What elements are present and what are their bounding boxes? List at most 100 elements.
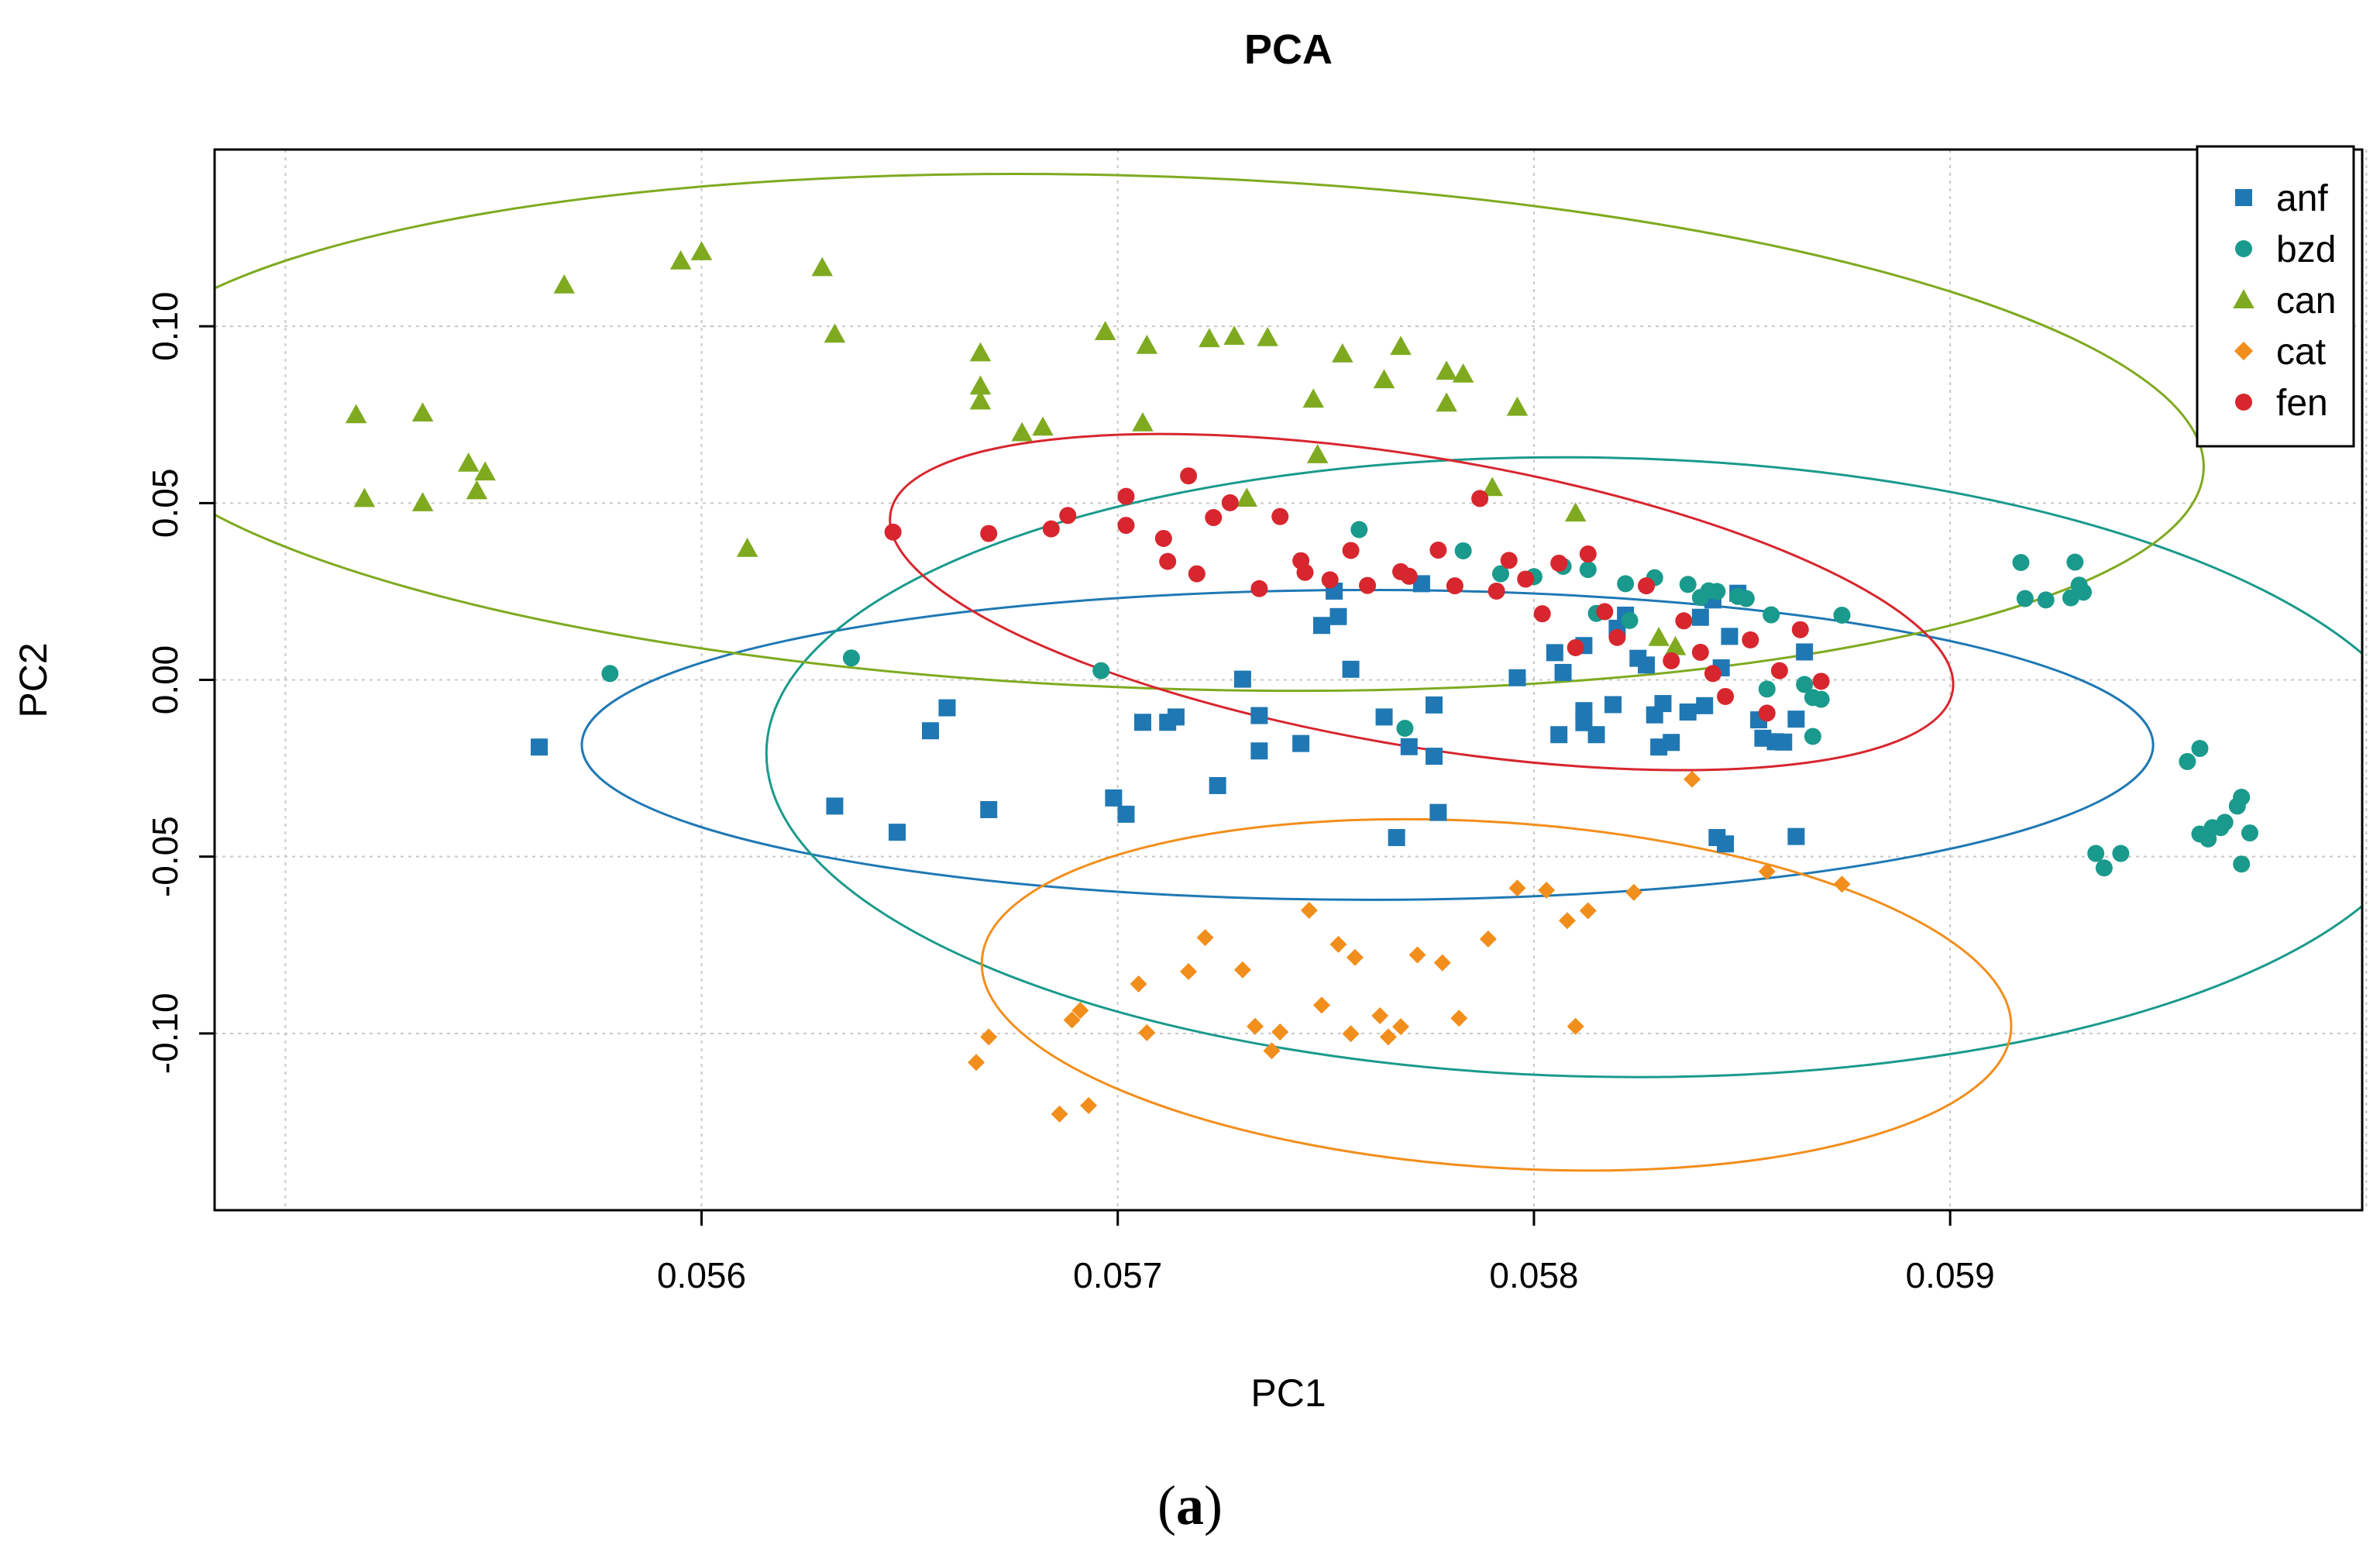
point-cat xyxy=(1558,912,1576,930)
point-fen xyxy=(1550,554,1568,572)
point-cat xyxy=(1433,954,1451,972)
point-fen xyxy=(1296,563,1314,581)
point-can xyxy=(1436,392,1457,412)
point-can xyxy=(824,323,846,343)
point-fen xyxy=(1596,603,1614,621)
point-can xyxy=(1373,369,1395,389)
point-anf xyxy=(1388,829,1405,847)
point-cat xyxy=(1196,929,1214,947)
ellipse-can xyxy=(215,173,2205,693)
point-cat xyxy=(1579,902,1597,920)
point-can xyxy=(1481,476,1503,497)
point-bzd xyxy=(1708,583,1726,600)
point-anf xyxy=(1133,714,1151,731)
point-anf xyxy=(1679,703,1697,721)
point-anf xyxy=(1412,575,1430,593)
caption-label: a xyxy=(1176,1474,1204,1536)
ellipse-anf xyxy=(580,589,2155,901)
point-cat xyxy=(1371,1007,1389,1025)
point-anf xyxy=(1787,827,1805,845)
point-cat xyxy=(1329,935,1347,953)
point-can xyxy=(411,402,434,421)
point-cat xyxy=(1379,1028,1397,1046)
point-bzd xyxy=(2087,845,2105,862)
point-fen xyxy=(1742,631,1759,648)
point-bzd xyxy=(1758,680,1776,698)
point-anf xyxy=(1426,748,1443,765)
point-bzd xyxy=(601,665,619,683)
y-tick-label: 0.05 xyxy=(145,469,185,538)
point-can xyxy=(811,256,834,277)
point-fen xyxy=(1429,542,1447,559)
point-anf xyxy=(1775,733,1793,751)
point-fen xyxy=(1691,643,1709,661)
point-fen xyxy=(1359,576,1377,594)
point-can xyxy=(1564,502,1587,522)
point-fen xyxy=(1704,665,1721,683)
series-can xyxy=(345,241,1687,655)
point-fen xyxy=(1567,638,1584,656)
x-tick-label: 0.059 xyxy=(1906,1255,1995,1295)
point-bzd xyxy=(2233,855,2251,873)
point-cat xyxy=(1247,1017,1264,1035)
point-fen xyxy=(1533,605,1551,623)
point-cat xyxy=(1263,1042,1281,1060)
point-cat xyxy=(1392,1018,1410,1036)
legend-label-fen: fen xyxy=(2276,383,2328,424)
point-bzd xyxy=(1796,676,1814,693)
point-anf xyxy=(531,738,549,756)
legend-label-can: can xyxy=(2276,280,2336,322)
ellipse-fen xyxy=(889,432,1955,772)
point-fen xyxy=(1812,673,1830,690)
point-bzd xyxy=(1804,728,1821,745)
point-fen xyxy=(1271,507,1289,525)
point-cat xyxy=(1479,930,1497,948)
point-can xyxy=(1223,325,1245,345)
ellipse-bzd xyxy=(765,456,2362,1078)
point-anf xyxy=(1233,670,1251,688)
series-cat xyxy=(968,770,1851,1123)
point-cat xyxy=(1625,883,1642,901)
point-fen xyxy=(1117,487,1135,505)
point-can xyxy=(1452,363,1474,383)
legend-label-bzd: bzd xyxy=(2276,229,2336,270)
point-cat xyxy=(1300,902,1318,920)
point-can xyxy=(1011,421,1033,442)
point-can xyxy=(1306,444,1329,463)
point-bzd xyxy=(842,649,860,667)
point-fen xyxy=(1663,652,1680,669)
point-fen xyxy=(884,523,902,541)
point-cat xyxy=(1408,946,1426,964)
legend-marker-fen xyxy=(2235,394,2252,411)
point-anf xyxy=(1638,656,1655,674)
point-anf xyxy=(1400,738,1418,755)
point-anf xyxy=(1550,726,1568,744)
point-anf xyxy=(1329,607,1347,625)
point-bzd xyxy=(1350,521,1368,538)
point-fen xyxy=(1250,580,1268,597)
point-anf xyxy=(1787,710,1805,728)
point-fen xyxy=(1638,577,1655,595)
point-can xyxy=(1132,411,1154,432)
point-fen xyxy=(1059,507,1077,525)
point-fen xyxy=(1188,565,1205,583)
point-anf xyxy=(1587,726,1605,744)
point-bzd xyxy=(1617,575,1635,593)
point-anf xyxy=(1554,663,1572,681)
point-bzd xyxy=(1579,561,1597,579)
point-fen xyxy=(1717,687,1735,705)
legend-label-cat: cat xyxy=(2276,332,2326,373)
point-fen xyxy=(1488,582,1505,600)
point-fen xyxy=(1500,552,1518,569)
point-fen xyxy=(1517,570,1535,588)
point-can xyxy=(1332,343,1353,363)
point-anf xyxy=(826,797,844,815)
point-bzd xyxy=(1737,590,1755,607)
point-cat xyxy=(1346,948,1364,966)
point-can xyxy=(345,404,367,424)
point-can xyxy=(1257,327,1278,346)
point-bzd xyxy=(2016,590,2034,607)
point-cat xyxy=(1130,975,1147,992)
legend-label-anf: anf xyxy=(2276,178,2328,219)
data-points xyxy=(345,241,2258,1123)
